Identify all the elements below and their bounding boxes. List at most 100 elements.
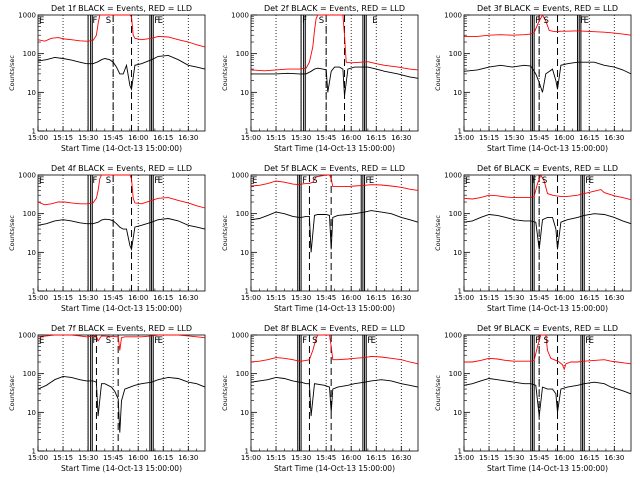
state-marker-label: S	[543, 16, 548, 26]
state-marker-label: F	[302, 16, 307, 26]
state-marker-label: E	[372, 16, 377, 26]
series-line-lld	[37, 174, 206, 209]
x-tick-label: 16:00	[128, 454, 148, 462]
x-tick-label: 16:30	[178, 294, 198, 302]
state-marker-label: F	[366, 176, 371, 186]
state-marker-label: F	[92, 16, 97, 26]
y-tick-label: 1000	[231, 332, 249, 340]
x-tick-label: 16:00	[341, 134, 361, 142]
state-marker-label: E	[252, 176, 257, 186]
state-marker-label: F	[92, 336, 97, 346]
state-marker-label: E	[39, 16, 44, 26]
x-tick-label: 15:30	[291, 454, 311, 462]
x-tick-label: 15:15	[479, 294, 499, 302]
x-tick-label: 16:00	[341, 294, 361, 302]
x-tick-label: 15:00	[28, 134, 48, 142]
x-tick-label: 15:15	[479, 134, 499, 142]
y-tick-label: 1	[458, 128, 462, 136]
series-line-events	[251, 66, 419, 97]
state-marker-label: S	[106, 176, 111, 186]
x-axis-label: Start Time (14-Oct-13 15:00:00)	[274, 304, 395, 313]
x-tick-label: 16:15	[366, 294, 386, 302]
series-line-lld	[463, 173, 632, 201]
state-marker-label: E	[589, 336, 594, 346]
state-marker-label: F	[580, 16, 585, 26]
state-marker-label: F	[154, 16, 159, 26]
x-tick-label: 15:15	[266, 294, 286, 302]
series-line-events	[463, 61, 632, 93]
x-tick-label: 15:15	[53, 294, 73, 302]
series-line-lld	[37, 14, 206, 48]
state-marker-label: F	[535, 336, 540, 346]
state-marker-label: F	[302, 336, 307, 346]
chart-panel-3: Det 3f BLACK = Events, RED = LLD 15:00 15:…	[434, 4, 632, 153]
x-tick-label: 15:45	[316, 454, 336, 462]
x-tick-label: 16:00	[554, 134, 574, 142]
x-axis-label: Start Time (14-Oct-13 15:00:00)	[274, 144, 395, 153]
state-marker-label: F	[302, 176, 307, 186]
x-axis-label: Start Time (14-Oct-13 15:00:00)	[274, 464, 395, 473]
y-tick-label: 10	[27, 89, 36, 97]
y-tick-label: 100	[23, 210, 36, 218]
y-tick-label: 10	[240, 249, 249, 257]
y-axis-label: Counts/sec	[221, 215, 229, 251]
state-marker-label: E	[465, 176, 470, 186]
panel-title: Det 7f BLACK = Events, RED = LLD	[51, 324, 192, 333]
state-marker-label: S	[106, 16, 111, 26]
state-marker-label: F	[367, 336, 372, 346]
state-marker-label: S	[312, 336, 317, 346]
state-marker-label: S	[106, 336, 111, 346]
x-tick-label: 15:45	[103, 294, 123, 302]
y-tick-label: 100	[236, 50, 249, 58]
x-axis-label: Start Time (14-Oct-13 15:00:00)	[487, 304, 608, 313]
x-tick-label: 16:15	[366, 134, 386, 142]
chart-panel-7: Det 7f BLACK = Events, RED = LLD 15:00 15:…	[8, 324, 206, 473]
series-line-events	[250, 210, 419, 253]
x-tick-label: 15:15	[53, 454, 73, 462]
x-tick-label: 15:00	[28, 454, 48, 462]
series-line-lld	[250, 334, 419, 365]
series-line-events	[463, 213, 632, 250]
y-tick-label: 100	[449, 370, 462, 378]
series-line-lld	[464, 14, 632, 37]
chart-panel-6: Det 6f BLACK = Events, RED = LLD 15:00 15:…	[434, 164, 632, 313]
y-axis-label: Counts/sec	[221, 375, 229, 411]
x-tick-label: 15:45	[316, 134, 336, 142]
x-axis-label: Start Time (14-Oct-13 15:00:00)	[61, 464, 182, 473]
x-tick-label: 15:00	[454, 134, 474, 142]
x-tick-label: 15:00	[454, 294, 474, 302]
chart-panel-8: Det 8f BLACK = Events, RED = LLD 15:00 15:…	[221, 324, 419, 473]
panel-title: Det 3f BLACK = Events, RED = LLD	[477, 4, 618, 13]
x-tick-label: 15:30	[504, 294, 524, 302]
chart-panel-2: Det 2f BLACK = Events, RED = LLD 15:00 15:…	[221, 4, 419, 153]
panel-title: Det 6f BLACK = Events, RED = LLD	[477, 164, 618, 173]
x-tick-label: 16:30	[391, 134, 411, 142]
state-marker-label: E	[589, 176, 594, 186]
x-tick-label: 15:30	[78, 134, 98, 142]
state-marker-label: F	[92, 176, 97, 186]
x-axis-label: Start Time (14-Oct-13 15:00:00)	[61, 304, 182, 313]
x-tick-label: 16:30	[178, 454, 198, 462]
y-tick-label: 10	[27, 249, 36, 257]
x-tick-label: 15:15	[266, 454, 286, 462]
x-tick-label: 15:45	[529, 294, 549, 302]
state-marker-label: S	[312, 176, 317, 186]
x-tick-label: 16:00	[341, 454, 361, 462]
y-tick-label: 1000	[444, 12, 462, 20]
y-tick-label: 1	[458, 288, 462, 296]
y-axis-label: Counts/sec	[8, 55, 16, 91]
y-tick-label: 100	[449, 50, 462, 58]
x-axis-label: Start Time (14-Oct-13 15:00:00)	[487, 464, 608, 473]
series-line-events	[37, 375, 206, 433]
y-tick-label: 100	[236, 210, 249, 218]
x-tick-label: 15:45	[529, 134, 549, 142]
x-tick-label: 15:00	[454, 454, 474, 462]
series-line-lld	[37, 334, 206, 351]
series-line-lld	[250, 174, 419, 191]
x-tick-label: 15:45	[103, 134, 123, 142]
x-tick-label: 16:00	[128, 134, 148, 142]
x-tick-label: 16:15	[153, 454, 173, 462]
state-marker-label: S	[319, 16, 324, 26]
chart-panel-4: Det 4f BLACK = Events, RED = LLD 15:00 15:…	[8, 164, 206, 313]
chart-panel-5: Det 5f BLACK = Events, RED = LLD 15:00 15:…	[221, 164, 419, 313]
